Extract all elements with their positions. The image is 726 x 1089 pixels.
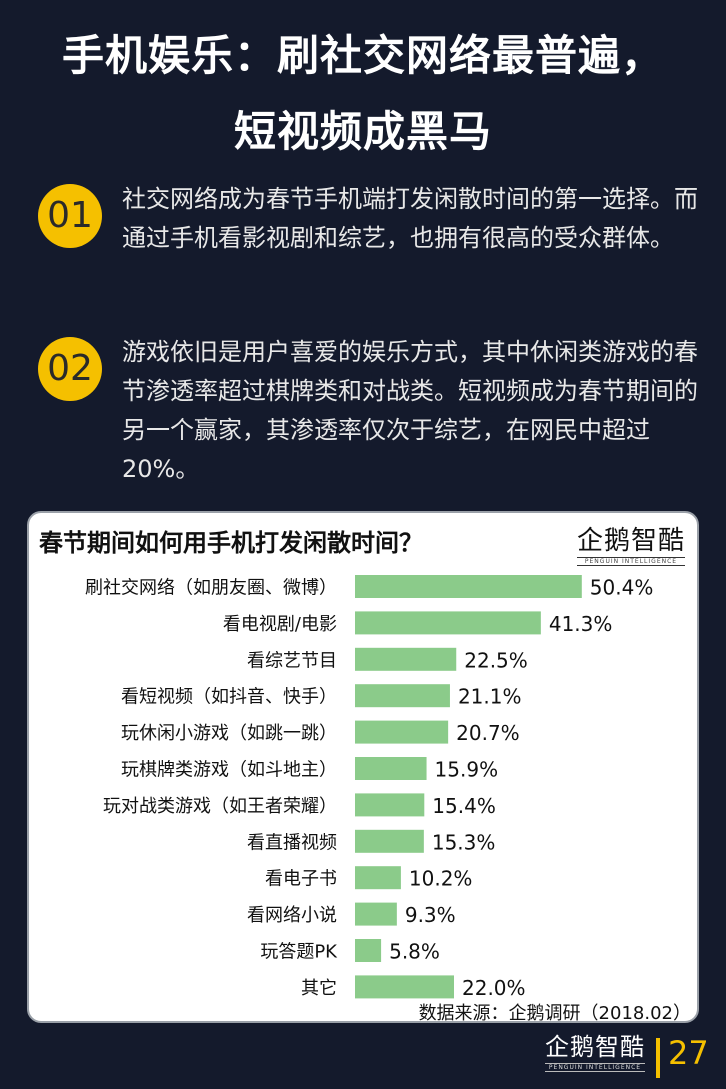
bar — [355, 829, 424, 853]
category-label: 其它 — [301, 978, 337, 999]
value-label: 15.9% — [435, 758, 499, 782]
chart-source: 数据来源：企鹅调研（2018.02） — [418, 1003, 691, 1024]
bar-chart: 刷社交网络（如朋友圈、微博） 50.4% 看电视剧/电影 41.3% 看综艺节目 22.5… — [85, 575, 654, 1000]
value-label: 22.0% — [462, 976, 526, 1000]
bar — [355, 975, 454, 999]
value-label: 9.3% — [405, 903, 456, 927]
point-text: 游戏依旧是用户喜爱的娱乐方式，其中休闲类游戏的春节渗透率超过棋牌类和对战类。短视… — [122, 338, 698, 483]
category-label: 玩答题PK — [260, 942, 338, 963]
category-label: 玩休闲小游戏（如跳一跳） — [121, 723, 337, 744]
chart-title: 春节期间如何用手机打发闲散时间？ — [39, 529, 423, 557]
bar — [355, 866, 401, 890]
footer-separator — [656, 1038, 660, 1078]
bar — [355, 793, 425, 817]
category-label: 看网络小说 — [247, 905, 337, 926]
value-label: 5.8% — [389, 940, 440, 964]
bar — [355, 575, 582, 598]
bar — [355, 611, 541, 635]
footer-logo: 企鹅智酷 PENGUIN INTELLIGENCE — [545, 1033, 645, 1072]
category-label: 看直播视频 — [247, 832, 337, 853]
value-label: 21.1% — [458, 685, 522, 709]
brand-logo: 企鹅智酷 PENGUIN INTELLIGENCE — [576, 526, 685, 566]
value-label: 41.3% — [549, 612, 613, 636]
category-label: 玩棋牌类游戏（如斗地主） — [121, 760, 337, 781]
point-text: 社交网络成为春节手机端打发闲散时间的第一选择。而通过手机看影视剧和综艺，也拥有很… — [122, 185, 698, 252]
value-label: 15.3% — [432, 830, 496, 854]
logo-cn: 企鹅智酷 — [576, 526, 685, 556]
bar — [355, 902, 397, 926]
value-label: 15.4% — [432, 794, 496, 818]
value-label: 10.2% — [409, 867, 473, 891]
page-title-line2: 短视频成黑马 — [233, 107, 492, 156]
footer-logo-cn: 企鹅智酷 — [545, 1033, 645, 1061]
point-number-badge: 02 — [38, 337, 102, 401]
bar — [355, 647, 457, 671]
bar — [355, 939, 382, 962]
point-number-badge: 01 — [38, 184, 102, 248]
category-label: 看电子书 — [265, 869, 337, 890]
bar — [355, 757, 427, 780]
category-label: 看电视剧/电影 — [223, 614, 337, 635]
chart-panel: 春节期间如何用手机打发闲散时间？ 企鹅智酷 PENGUIN INTELLIGEN… — [27, 511, 699, 1024]
value-label: 20.7% — [456, 721, 520, 745]
value-label: 22.5% — [464, 648, 528, 672]
bar — [355, 720, 449, 744]
value-label: 50.4% — [590, 576, 654, 600]
category-label: 刷社交网络（如朋友圈、微博） — [85, 578, 337, 599]
page-number: 27 — [668, 1034, 709, 1072]
category-label: 玩对战类游戏（如王者荣耀） — [103, 796, 337, 817]
logo-en: PENGUIN INTELLIGENCE — [576, 557, 685, 566]
footer-logo-en: PENGUIN INTELLIGENCE — [545, 1063, 645, 1072]
bar — [355, 684, 450, 708]
category-label: 看短视频（如抖音、快手） — [121, 687, 337, 708]
page-title-line1: 手机娱乐：刷社交网络最普遍， — [61, 31, 664, 80]
category-label: 看综艺节目 — [247, 650, 337, 671]
